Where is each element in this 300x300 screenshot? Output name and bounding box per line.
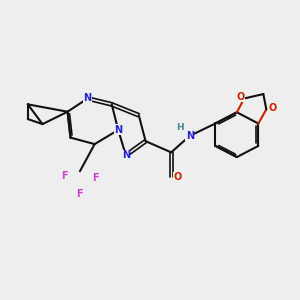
Text: F: F <box>76 189 83 199</box>
Text: F: F <box>61 171 68 181</box>
Text: O: O <box>237 92 245 102</box>
Text: O: O <box>269 103 277 113</box>
Text: N: N <box>122 150 130 160</box>
Text: N: N <box>83 94 92 103</box>
Text: F: F <box>92 173 98 183</box>
Text: N: N <box>114 125 122 135</box>
Text: N: N <box>186 131 194 141</box>
Text: H: H <box>176 123 184 132</box>
Text: O: O <box>174 172 182 182</box>
